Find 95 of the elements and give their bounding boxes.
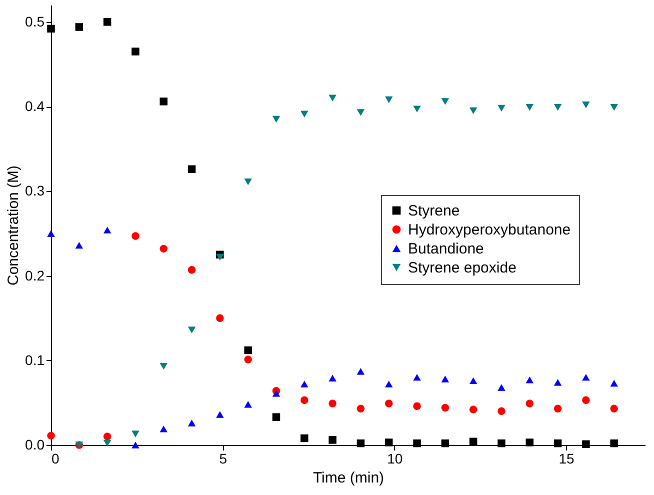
point (469, 107, 478, 114)
point (441, 404, 450, 412)
point (526, 376, 534, 384)
point (526, 438, 534, 446)
x-tick-label: 10 (387, 450, 403, 466)
point (47, 230, 55, 237)
y-tick-label: 0.2 (25, 267, 45, 284)
point (160, 244, 168, 253)
point (498, 384, 506, 391)
point (47, 24, 55, 33)
point (413, 374, 421, 381)
point (356, 404, 365, 412)
legend-label: Butandione (408, 240, 484, 258)
point (160, 98, 168, 106)
point (300, 110, 308, 118)
point (328, 400, 336, 408)
point (132, 232, 140, 240)
point (610, 104, 618, 111)
point (610, 439, 618, 448)
point (216, 411, 224, 418)
point (132, 430, 140, 438)
point (498, 439, 506, 448)
point (272, 390, 280, 397)
point (554, 439, 562, 448)
point (47, 432, 55, 440)
y-tick-label: 0.1 (25, 352, 45, 368)
point (328, 94, 336, 102)
point (244, 346, 252, 354)
point (356, 368, 365, 375)
point (441, 98, 450, 105)
point (384, 380, 393, 388)
y-tick-label: 0.4 (25, 98, 45, 114)
point (272, 116, 280, 123)
x-tick-label: 0 (52, 450, 60, 466)
point (188, 165, 196, 174)
point (498, 104, 506, 112)
point (188, 420, 196, 426)
point (328, 436, 336, 444)
point (554, 404, 562, 412)
point (526, 400, 534, 408)
point (188, 326, 196, 334)
point (216, 314, 224, 322)
point (498, 407, 506, 416)
point (469, 406, 478, 414)
point (103, 432, 112, 440)
point (356, 109, 365, 116)
point (469, 438, 478, 446)
point (610, 404, 618, 412)
point (413, 402, 421, 410)
x-axis-title: Time (min) (312, 470, 384, 486)
point (582, 440, 590, 448)
y-tick-label: 0.3 (25, 182, 45, 199)
point (300, 380, 308, 388)
point (160, 362, 168, 370)
point (244, 356, 252, 364)
point (132, 442, 140, 448)
point (103, 226, 112, 234)
point (384, 438, 393, 446)
point (441, 376, 450, 382)
x-tick-label: 5 (219, 450, 228, 466)
x-tick-label: 15 (558, 450, 575, 466)
point (160, 426, 168, 432)
point (300, 396, 308, 404)
point (244, 401, 252, 408)
point (582, 396, 590, 404)
point (103, 18, 112, 26)
point (75, 242, 84, 249)
y-tick-label: 0.0 (25, 436, 45, 452)
legend-label: Hydroxyperoxybutanone (408, 222, 571, 238)
point (413, 106, 421, 112)
legend-label: Styrene epoxide (408, 260, 516, 276)
point (384, 400, 393, 408)
point (554, 104, 562, 111)
y-tick-label: 0.5 (25, 13, 45, 30)
point (441, 439, 450, 448)
point (610, 380, 618, 387)
point (526, 104, 534, 111)
y-axis-title: Concentration (M) (5, 165, 22, 286)
point (328, 374, 336, 382)
point (103, 440, 112, 447)
point (356, 439, 365, 448)
point (132, 48, 140, 56)
point (469, 377, 478, 384)
point (272, 413, 280, 421)
legend-label: Styrene (408, 202, 460, 220)
point (582, 374, 590, 381)
point (216, 254, 224, 261)
point (554, 379, 562, 386)
point (300, 434, 308, 442)
point (582, 101, 590, 108)
point (384, 96, 393, 104)
point (75, 23, 84, 31)
point (244, 178, 252, 186)
point (413, 439, 421, 448)
point (188, 266, 196, 274)
